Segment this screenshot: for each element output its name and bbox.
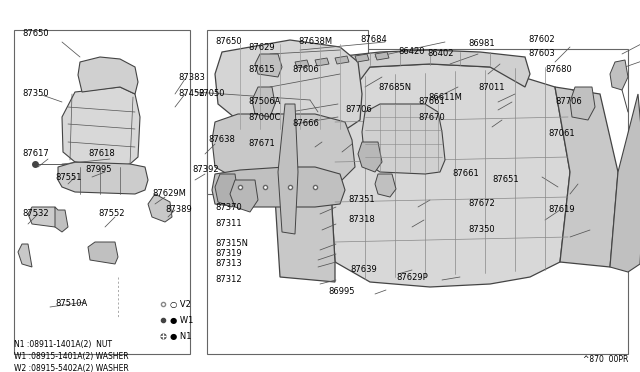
Text: ^870  00PR: ^870 00PR — [582, 355, 628, 364]
Text: 87603: 87603 — [528, 49, 555, 58]
Text: 87552: 87552 — [98, 209, 125, 218]
Polygon shape — [358, 142, 382, 172]
Text: 87618: 87618 — [88, 150, 115, 158]
Polygon shape — [610, 60, 628, 90]
Text: 87617: 87617 — [22, 150, 49, 158]
Bar — [207, 49, 628, 354]
Text: 87319: 87319 — [215, 250, 242, 259]
Text: 86611M: 86611M — [428, 93, 462, 102]
Text: 87061: 87061 — [548, 129, 575, 138]
Text: 87532: 87532 — [22, 209, 49, 218]
Text: 87602: 87602 — [528, 35, 555, 45]
Polygon shape — [252, 87, 275, 117]
Text: 87672: 87672 — [468, 199, 495, 208]
Text: 87351: 87351 — [348, 196, 374, 205]
Polygon shape — [215, 40, 362, 132]
Text: 87684: 87684 — [360, 35, 387, 45]
Text: ● W1: ● W1 — [170, 315, 193, 324]
Text: 87606: 87606 — [292, 65, 319, 74]
Polygon shape — [62, 87, 140, 167]
Text: 87370: 87370 — [215, 202, 242, 212]
Text: 87452: 87452 — [178, 89, 205, 97]
Text: 86420: 86420 — [398, 48, 424, 57]
Polygon shape — [230, 180, 258, 212]
Text: 87050: 87050 — [198, 90, 225, 99]
Polygon shape — [295, 60, 309, 68]
Polygon shape — [375, 174, 396, 197]
Text: 87995: 87995 — [85, 166, 111, 174]
Text: 86981: 86981 — [468, 39, 495, 48]
Text: 87638: 87638 — [208, 135, 235, 144]
Text: 87629P: 87629P — [396, 273, 428, 282]
Text: 87315N: 87315N — [215, 240, 248, 248]
Text: 87506A: 87506A — [248, 97, 280, 106]
Polygon shape — [375, 52, 389, 60]
Bar — [14, 30, 190, 354]
Polygon shape — [315, 58, 329, 66]
Text: 87671: 87671 — [248, 140, 275, 148]
Text: 87383: 87383 — [178, 73, 205, 81]
Polygon shape — [78, 57, 138, 94]
Text: 87650: 87650 — [215, 38, 242, 46]
Text: 87350: 87350 — [468, 225, 495, 234]
Text: ● N1: ● N1 — [170, 331, 191, 340]
Text: 87638M: 87638M — [298, 38, 332, 46]
Polygon shape — [215, 174, 238, 207]
Polygon shape — [555, 87, 618, 267]
Text: 87389: 87389 — [165, 205, 192, 215]
Polygon shape — [212, 114, 355, 184]
Polygon shape — [275, 87, 340, 282]
Text: 87000C: 87000C — [248, 112, 280, 122]
Polygon shape — [355, 54, 369, 62]
Text: 87313: 87313 — [215, 260, 242, 269]
Text: 87311: 87311 — [215, 219, 242, 228]
Text: 87639: 87639 — [350, 266, 377, 275]
Polygon shape — [55, 207, 68, 232]
Text: 87685N: 87685N — [378, 83, 411, 92]
Text: ○ V2: ○ V2 — [170, 299, 191, 308]
Polygon shape — [148, 194, 172, 222]
Polygon shape — [570, 87, 595, 120]
Text: 87661: 87661 — [418, 97, 445, 106]
Text: 87551: 87551 — [55, 173, 81, 182]
Text: 87666: 87666 — [292, 119, 319, 128]
Text: 86402: 86402 — [427, 49, 454, 58]
Text: 87650: 87650 — [22, 29, 49, 38]
Text: 87392: 87392 — [192, 166, 219, 174]
Polygon shape — [212, 167, 345, 207]
Text: W2 :08915-5402A(2) WASHER: W2 :08915-5402A(2) WASHER — [14, 363, 129, 372]
Text: 87629M: 87629M — [152, 189, 186, 199]
Polygon shape — [330, 64, 570, 287]
Polygon shape — [610, 94, 640, 272]
Text: 87312: 87312 — [215, 276, 242, 285]
Text: 87670: 87670 — [418, 112, 445, 122]
Text: 87318: 87318 — [348, 215, 375, 224]
Text: 87680: 87680 — [545, 65, 572, 74]
Polygon shape — [18, 244, 32, 267]
Polygon shape — [58, 162, 148, 194]
Text: 87011: 87011 — [478, 83, 504, 92]
Text: 87350: 87350 — [22, 90, 49, 99]
Text: 87510A: 87510A — [55, 299, 87, 308]
Text: W1 :08915-1401A(2) WASHER: W1 :08915-1401A(2) WASHER — [14, 352, 129, 360]
Polygon shape — [88, 242, 118, 264]
Polygon shape — [255, 54, 282, 77]
Text: 87615: 87615 — [248, 65, 275, 74]
Text: 87619: 87619 — [548, 205, 575, 215]
Text: 87706: 87706 — [555, 97, 582, 106]
Text: 87706: 87706 — [345, 106, 372, 115]
Text: 86995: 86995 — [328, 288, 355, 296]
Bar — [207, 30, 368, 194]
Polygon shape — [362, 104, 445, 174]
Polygon shape — [335, 56, 349, 64]
Polygon shape — [28, 207, 58, 227]
Text: 87661: 87661 — [452, 170, 479, 179]
Text: N1 :08911-1401A(2)  NUT: N1 :08911-1401A(2) NUT — [14, 340, 112, 349]
Polygon shape — [330, 50, 530, 87]
Text: 87651: 87651 — [492, 176, 518, 185]
Text: 87629: 87629 — [248, 42, 275, 51]
Polygon shape — [278, 104, 298, 234]
